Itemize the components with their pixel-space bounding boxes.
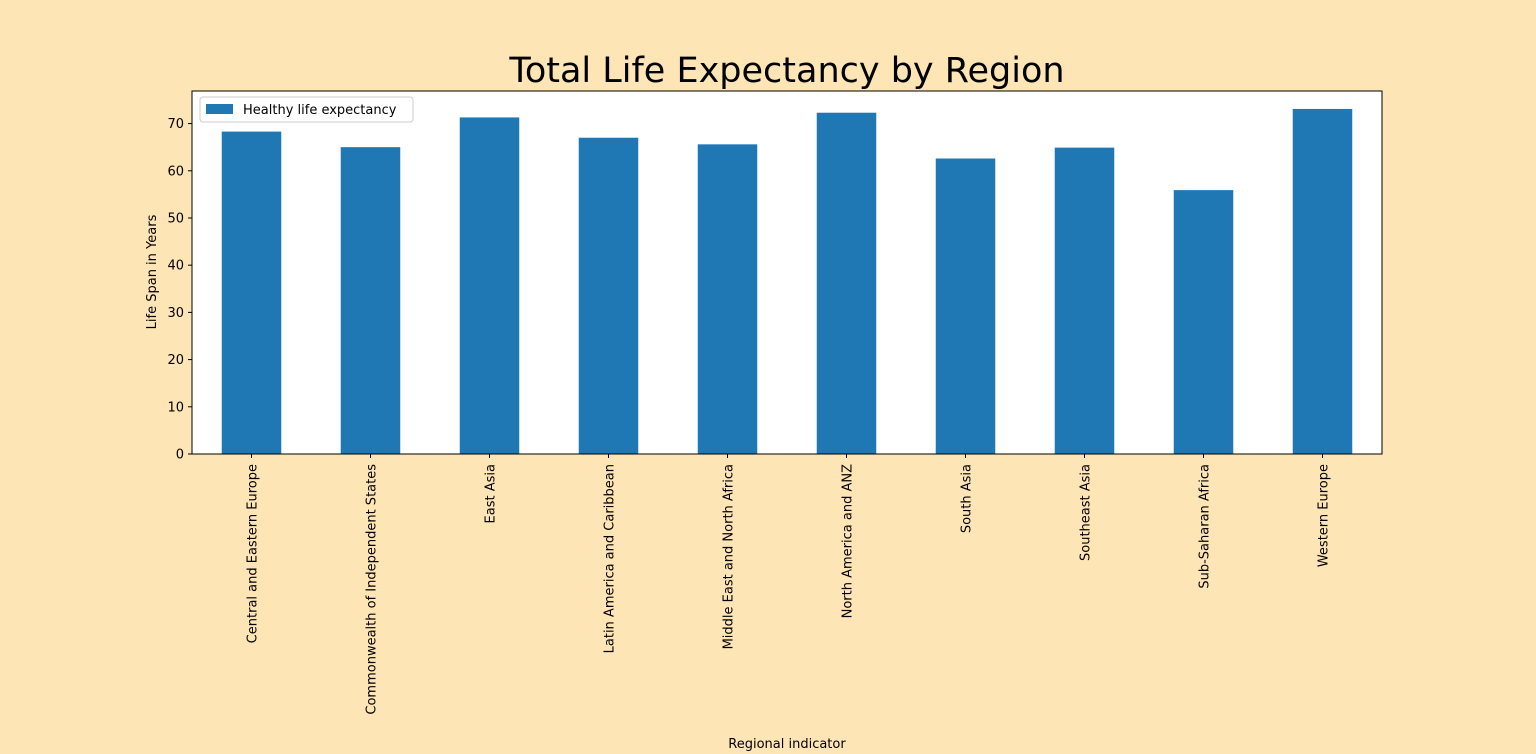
x-tick-label: Sub-Saharan Africa (1198, 464, 1213, 589)
bar (697, 144, 758, 454)
bars-layer (221, 108, 1353, 455)
bar (459, 117, 520, 455)
chart-title: Total Life Expectancy by Region (508, 51, 1064, 91)
legend: Healthy life expectancy (199, 96, 414, 123)
x-tick-label: Latin America and Caribbean (603, 464, 618, 653)
bar (935, 158, 996, 454)
legend-frame (199, 96, 414, 123)
y-tick-label: 20 (167, 353, 184, 368)
bar (1292, 108, 1353, 454)
x-tick-label: Western Europe (1317, 464, 1332, 567)
x-tick-label: Commonwealth of Independent States (365, 464, 380, 715)
x-tick-label: Middle East and North Africa (722, 464, 737, 649)
bar (816, 112, 877, 454)
bar (221, 131, 282, 454)
bar (340, 147, 401, 454)
y-tick-label: 70 (167, 117, 184, 132)
y-tick-label: 60 (167, 164, 184, 179)
legend-swatch (206, 104, 233, 114)
y-tick-label: 0 (176, 448, 184, 463)
bar (1173, 190, 1234, 455)
y-axis-label: Life Span in Years (145, 214, 160, 329)
legend-label: Healthy life expectancy (243, 103, 397, 118)
plot-frame (191, 90, 1383, 455)
y-tick-label: 30 (167, 306, 184, 321)
bar (578, 137, 639, 454)
x-tick-label: East Asia (484, 464, 499, 523)
y-axis: 0 10 20 30 40 50 60 70 (167, 117, 192, 463)
x-tick-label: North America and ANZ (841, 464, 856, 618)
x-tick-label: South Asia (960, 464, 975, 533)
x-axis: Central and Eastern Europe Commonwealth o… (246, 454, 1332, 715)
x-axis-label: Regional indicator (728, 737, 846, 752)
y-tick-label: 10 (167, 400, 184, 415)
y-tick-label: 50 (167, 211, 184, 226)
x-tick-label: Central and Eastern Europe (246, 464, 261, 643)
x-tick-label: Southeast Asia (1079, 464, 1094, 561)
y-tick-label: 40 (167, 259, 184, 274)
bar (1054, 147, 1115, 454)
